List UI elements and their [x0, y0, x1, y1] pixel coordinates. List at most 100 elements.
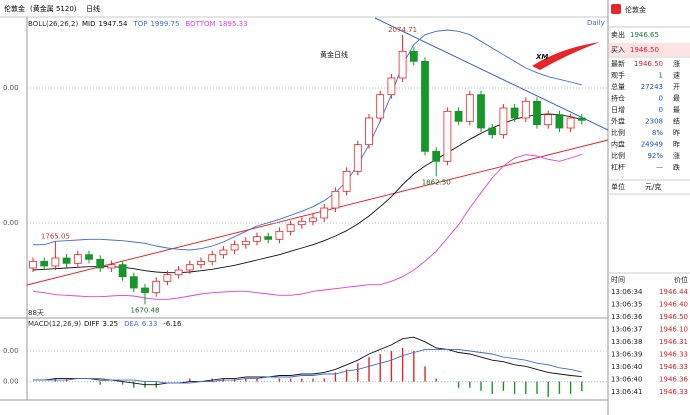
candle-body — [297, 220, 306, 226]
candle-body — [499, 107, 508, 136]
candle-body — [432, 150, 441, 162]
tick-price: 1946.44 — [659, 288, 688, 296]
quote-extra: 昨 — [673, 140, 680, 149]
price-annotation: 1765.05 — [41, 232, 70, 240]
tick-price: 1946.31 — [659, 338, 688, 346]
quote-label: 比例 — [611, 151, 625, 160]
candle-body — [465, 94, 474, 122]
legend-name: MID — [82, 20, 96, 28]
candle-body — [286, 224, 295, 232]
legend-value: 3.25 — [103, 320, 119, 328]
tick-time: 13:06:35 — [611, 301, 642, 309]
candle-body — [409, 50, 418, 62]
candle-body — [73, 254, 82, 264]
band-line — [33, 29, 582, 251]
quote-extra: 涨 — [673, 151, 680, 160]
quote-value: 27243 — [641, 83, 663, 91]
legend-name: TOP — [132, 20, 147, 28]
band-line — [32, 153, 582, 300]
candle-body — [309, 217, 317, 222]
candle-body — [264, 236, 273, 240]
candle-body — [555, 114, 564, 129]
buy-highlight — [609, 43, 690, 56]
macd-label: MACD(12,26,9) — [28, 320, 81, 328]
period: 日线 — [86, 4, 100, 13]
candle-body — [152, 280, 161, 294]
sell-label: 卖出 — [611, 30, 625, 39]
candle-body — [29, 260, 37, 269]
quote-value: 2308 — [645, 118, 663, 126]
period-label: 88天 — [28, 309, 44, 317]
y-tick-label: 0.00 — [3, 378, 19, 386]
y-tick-label: 0.00 — [3, 347, 19, 355]
tick-price: 1946.33 — [659, 388, 688, 396]
candle-body — [353, 144, 362, 172]
resistance-trendline — [374, 17, 609, 131]
quote-extra: 最 — [673, 95, 680, 103]
period-tag: Daily — [587, 19, 605, 27]
quote-label: 观手 — [611, 71, 625, 80]
buy-label: 买入 — [611, 46, 625, 54]
quote-label: 最新 — [611, 59, 625, 68]
candle-body — [510, 107, 519, 119]
candle-body — [230, 244, 239, 251]
logo-swoosh — [532, 42, 600, 70]
candle-body — [387, 77, 396, 96]
macd-line — [33, 348, 582, 384]
candle-body — [163, 274, 172, 282]
legend-value: -6.16 — [163, 320, 182, 328]
y-tick-label: 0.00 — [3, 84, 19, 92]
candle-body — [96, 258, 105, 269]
ticks-header: 时间 — [611, 275, 625, 284]
candle-body — [421, 60, 429, 152]
quote-extra: 涨 — [673, 59, 680, 68]
quote-extra: 速 — [673, 72, 680, 80]
quote-value: — — [656, 164, 663, 172]
candle-body — [342, 170, 351, 192]
candle-body — [477, 94, 485, 129]
quote-extra: 开 — [673, 83, 680, 91]
candle-body — [544, 114, 553, 126]
quote-value: 0 — [659, 106, 663, 114]
candle-body — [566, 117, 575, 129]
candle-body — [253, 236, 261, 242]
candle-body — [141, 287, 149, 294]
market: (黄金属 5120) — [30, 4, 77, 13]
tick-price: 1946.50 — [659, 313, 688, 321]
candle-body — [219, 249, 228, 256]
candle-body — [118, 264, 127, 278]
panel-logo — [611, 4, 621, 14]
candle-body — [85, 254, 93, 260]
candle-body — [107, 264, 116, 269]
price-annotation: 1670.48 — [131, 306, 160, 314]
logo: XM — [535, 53, 548, 61]
candle-body — [320, 207, 329, 219]
indicator-label: BOLL(26,26,2) — [28, 20, 78, 28]
tick-price: 1946.40 — [659, 301, 688, 309]
candle-body — [275, 230, 284, 240]
quote-value: 92% — [647, 152, 663, 160]
tick-time: 13:06:38 — [611, 338, 642, 346]
candle-body — [208, 254, 217, 262]
quote-extra: 最 — [673, 106, 680, 114]
quote-label: 内盘 — [611, 140, 625, 149]
y-tick-label: 0.00 — [3, 219, 19, 227]
candle-body — [443, 110, 452, 162]
candle-body — [454, 110, 463, 122]
candle-body — [40, 260, 49, 267]
price-annotation: 2074.71 — [388, 26, 417, 34]
tick-time: 13:06:37 — [611, 326, 642, 334]
ticks-header: 价位 — [674, 275, 688, 284]
unit-value: 元/克 — [645, 183, 661, 191]
symbol: 伦敦金 — [4, 4, 25, 13]
candle-body — [398, 50, 407, 79]
candle-body — [185, 264, 194, 271]
legend-value: 6.33 — [142, 320, 158, 328]
tick-time: 13:06:34 — [611, 288, 643, 296]
buy-price: 1946.50 — [630, 46, 659, 54]
tick-price: 1946.33 — [659, 363, 688, 371]
candle-body — [331, 190, 340, 209]
